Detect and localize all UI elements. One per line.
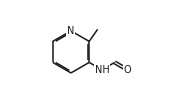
Text: N: N xyxy=(67,26,75,36)
Text: O: O xyxy=(124,65,131,75)
Text: NH: NH xyxy=(95,65,109,75)
